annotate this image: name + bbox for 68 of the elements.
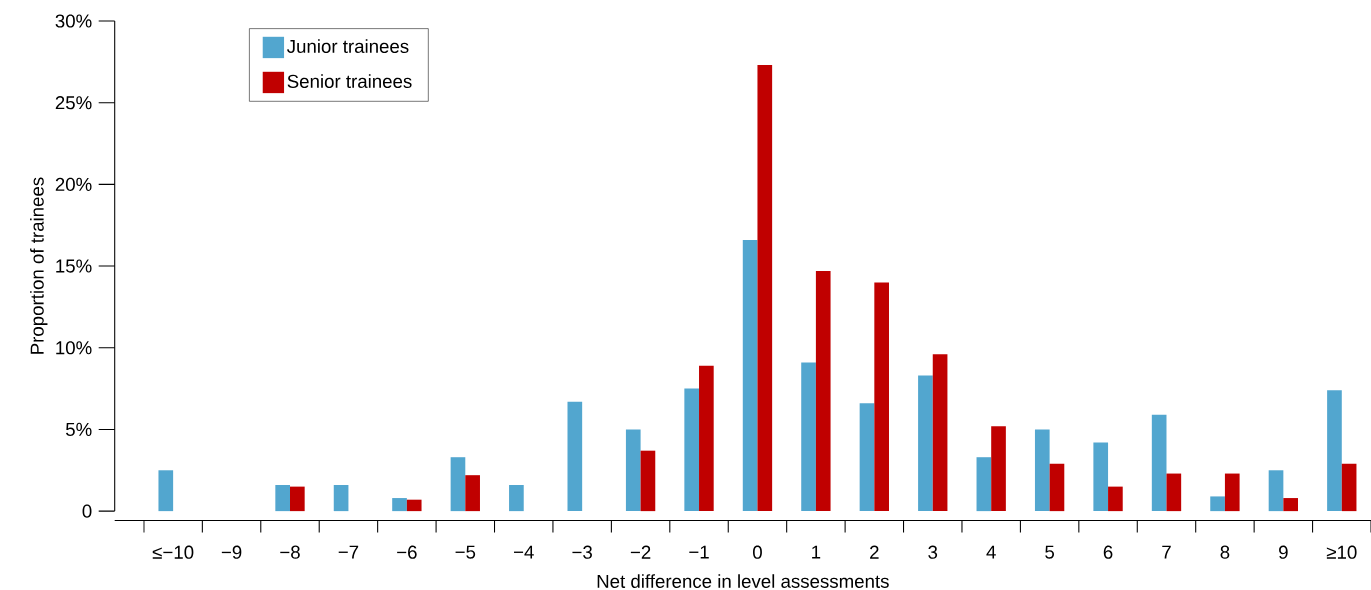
bar [976,457,992,512]
bar [158,470,174,512]
x-tick-label: −3 [572,545,592,559]
x-tick-label: 8 [1220,545,1230,559]
y-tick-label: 10% [56,341,92,355]
y-axis-title: Proportion of trainees [30,177,48,354]
x-tick-label: −1 [689,545,709,559]
bar [450,457,466,512]
bar [275,484,290,512]
x-tick-label: 7 [1162,545,1171,559]
bar [625,429,641,512]
x-tick-label: 2 [870,545,879,559]
x-tick-label: 5 [1045,545,1055,559]
bar [1210,496,1225,512]
x-tick-label: 1 [812,545,821,559]
bar [1268,470,1284,512]
bar [333,484,349,512]
bar [757,65,773,512]
bar [1049,463,1065,512]
x-tick-label: −8 [280,545,300,559]
bar [1327,390,1342,512]
bar [290,486,305,512]
bar [859,403,875,512]
bar [465,475,480,512]
bar [742,239,758,512]
bar [1224,473,1240,512]
bar [699,365,714,512]
bar [1034,429,1050,512]
x-tick-label: 4 [986,545,996,559]
bar [1108,486,1123,512]
x-tick-label: −6 [397,545,417,559]
bar [567,401,583,512]
x-tick-label: −4 [514,545,534,559]
x-tick-label: ≤−10 [152,545,194,559]
bar [815,270,831,512]
bar [991,426,1006,512]
x-tick-label: ≥10 [1326,545,1357,559]
bar [509,484,524,512]
x-tick-label: −5 [455,545,476,559]
legend-label: Senior trainees [287,74,412,88]
bar [1093,442,1109,512]
bar [392,497,407,512]
x-tick-label: −7 [338,545,359,559]
bar [406,499,422,512]
bar [1283,497,1299,512]
bar [918,375,933,512]
y-tick-label: 0 [82,504,92,518]
x-tick-label: −9 [221,545,242,559]
bar [640,450,656,512]
y-tick-label: 30% [55,14,92,28]
y-tick-label: 20% [55,177,92,191]
x-tick-label: 9 [1279,545,1288,559]
legend-label: Junior trainees [287,39,409,53]
bar [1166,473,1182,512]
bar [932,354,948,512]
bar [874,282,889,512]
x-tick-label: 3 [928,545,938,559]
y-tick-label: 15% [56,259,92,273]
bar [684,388,700,512]
x-tick-label: 6 [1103,545,1113,559]
y-tick-label: 25% [55,96,92,110]
bar [1151,414,1167,512]
x-tick-label: 0 [753,545,762,559]
x-axis-title: Net difference in level assessments [597,574,889,588]
y-tick-label: 5% [65,422,92,436]
bar [801,362,816,512]
x-tick-label: −2 [630,545,651,559]
bar [1341,463,1357,512]
